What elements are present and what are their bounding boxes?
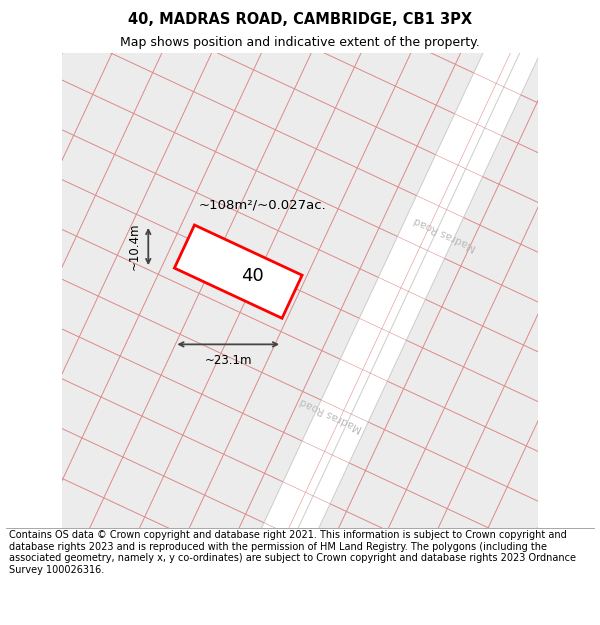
Text: Madras Road: Madras Road <box>412 215 478 252</box>
Polygon shape <box>162 0 600 625</box>
Text: ~108m²/~0.027ac.: ~108m²/~0.027ac. <box>198 199 326 212</box>
Text: ~23.1m: ~23.1m <box>205 354 252 367</box>
Text: Map shows position and indicative extent of the property.: Map shows position and indicative extent… <box>120 36 480 49</box>
Text: 40: 40 <box>241 268 264 286</box>
Text: Contains OS data © Crown copyright and database right 2021. This information is : Contains OS data © Crown copyright and d… <box>9 530 576 575</box>
Text: Madras Road: Madras Road <box>298 396 364 433</box>
Text: 40, MADRAS ROAD, CAMBRIDGE, CB1 3PX: 40, MADRAS ROAD, CAMBRIDGE, CB1 3PX <box>128 12 472 27</box>
Polygon shape <box>52 0 600 625</box>
Polygon shape <box>175 225 302 318</box>
Text: ~10.4m: ~10.4m <box>128 222 141 270</box>
